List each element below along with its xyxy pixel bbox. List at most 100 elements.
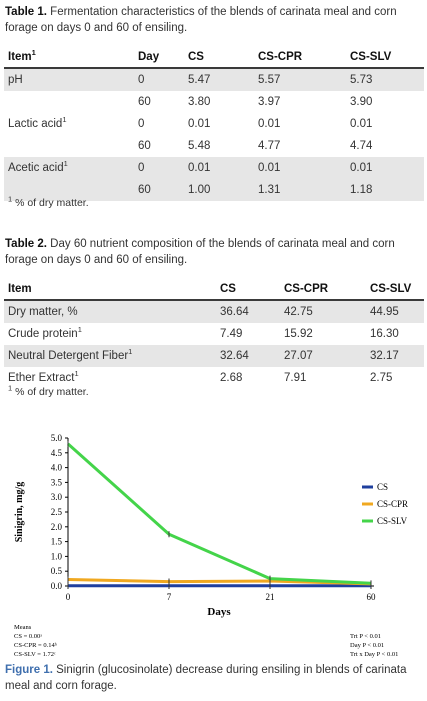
table-cell (4, 91, 134, 113)
table-row: 60 3.80 3.97 3.90 (4, 91, 424, 113)
legend-label: CS-SLV (377, 516, 408, 526)
table-row: Lactic acid1 0 0.01 0.01 0.01 (4, 113, 424, 135)
chart-note-left: CS = 0.00ᵃ (14, 633, 42, 640)
table1-header-item: Item1 (4, 46, 134, 69)
series-lines (67, 440, 372, 589)
table-cell: 36.64 (216, 300, 280, 323)
table-cell: 1.31 (254, 179, 346, 201)
table-row: pH 0 5.47 5.57 5.73 (4, 68, 424, 91)
table-cell: Acetic acid1 (4, 157, 134, 179)
x-tick-label: 7 (167, 592, 172, 602)
table2-caption-text: Day 60 nutrient composition of the blend… (5, 238, 395, 266)
table-cell (4, 135, 134, 157)
x-tick-label: 0 (66, 592, 71, 602)
table-row: Crude protein1 7.49 15.92 16.30 (4, 323, 424, 345)
table-cell: 5.57 (254, 68, 346, 91)
x-tick-label: 60 (367, 592, 377, 602)
table1-caption-text: Fermentation characteristics of the blen… (5, 6, 397, 34)
chart-note-right: Trt x Day P < 0.01 (350, 651, 398, 658)
x-ticks: 0 7 21 60 (66, 586, 376, 602)
table2-header-cs: CS (216, 278, 280, 301)
table-cell: Crude protein1 (8, 325, 82, 340)
table2-header-cs-slv: CS-SLV (366, 278, 424, 301)
table-row: 60 1.00 1.31 1.18 (4, 179, 424, 201)
table-cell: 5.47 (184, 68, 254, 91)
table-row: Ether Extract1 2.68 7.91 2.75 (4, 367, 424, 389)
table2: Item CS CS-CPR CS-SLV Dry matter, % 36.6… (4, 278, 424, 389)
chart-notes: Means CS = 0.00ᵃ CS-CPR = 0.14ᵇ CS-SLV = 1.… (14, 624, 398, 658)
sinigrin-chart: 0.0 0.5 1.0 1.5 2.0 2.5 3.0 3.5 4.0 4.5 5.0 0 7 21 60… (14, 433, 408, 658)
y-tick-label: 3.5 (51, 477, 63, 487)
table1: Item1 Day CS CS-CPR CS-SLV pH 0 5.47 5.5… (4, 46, 424, 201)
x-tick-label: 21 (266, 592, 275, 602)
table2-header-cs-cpr: CS-CPR (280, 278, 366, 301)
table-cell: Dry matter, % (4, 300, 216, 323)
table-cell: 1.18 (346, 179, 424, 201)
y-tick-label: 4.0 (51, 463, 63, 473)
table-cell: 2.75 (370, 372, 393, 384)
legend-label: CS (377, 482, 388, 492)
series-line (67, 442, 372, 585)
table-row: Acetic acid1 0 0.01 0.01 0.01 (4, 157, 424, 179)
chart-note-right: Trt P < 0.01 (350, 633, 381, 640)
table-cell: 0.01 (184, 157, 254, 179)
table-cell: 15.92 (284, 328, 313, 340)
y-tick-label: 5.0 (51, 433, 63, 443)
table2-caption: Table 2. Day 60 nutrient composition of … (5, 236, 423, 268)
table-cell: Lactic acid1 (8, 115, 67, 130)
y-tick-label: 1.0 (51, 551, 63, 561)
table-cell: 7.91 (284, 372, 307, 384)
table-cell: 60 (138, 96, 151, 108)
chart-note-right: Day P < 0.01 (350, 642, 384, 649)
x-axis-label: Days (207, 606, 231, 618)
figure1-caption: Figure 1. Sinigrin (glucosinolate) decre… (5, 662, 423, 694)
y-tick-label: 0.5 (51, 566, 63, 576)
table1-footnote: 1 % of dry matter. (8, 194, 89, 209)
table-cell: 0.01 (346, 157, 424, 179)
table-cell: 3.97 (258, 96, 281, 108)
y-tick-label: 4.5 (51, 448, 63, 458)
table-cell: 4.74 (350, 140, 373, 152)
table-cell (4, 179, 134, 201)
table-row: Neutral Detergent Fiber1 32.64 27.07 32.… (4, 345, 424, 367)
table-cell: pH (4, 68, 134, 91)
table-cell: 4.77 (258, 140, 281, 152)
y-tick-label: 2.0 (51, 522, 63, 532)
table-cell: 2.68 (220, 372, 243, 384)
table-cell: 5.48 (188, 140, 211, 152)
figure1-label: Figure 1. (5, 664, 53, 676)
table2-label: Table 2. (5, 238, 47, 250)
table-cell: 0.01 (350, 118, 373, 130)
chart-legend: CS CS-CPR CS-SLV (362, 482, 408, 526)
table-cell: 5.73 (346, 68, 424, 91)
table1-header-row: Item1 Day CS CS-CPR CS-SLV (4, 46, 424, 69)
table-cell: 0 (134, 68, 184, 91)
y-tick-label: 0.0 (51, 581, 63, 591)
chart-note-left: CS-SLV = 1.72ᶜ (14, 651, 56, 658)
table-cell: 3.80 (188, 96, 211, 108)
table1-header-cs-slv: CS-SLV (346, 46, 424, 69)
table-cell: 32.64 (216, 345, 280, 367)
y-ticks: 0.0 0.5 1.0 1.5 2.0 2.5 3.0 3.5 4.0 4.5 5.0 (51, 433, 68, 591)
table-cell: 0 (134, 157, 184, 179)
y-tick-label: 2.5 (51, 507, 63, 517)
table1-header-day: Day (134, 46, 184, 69)
table2-header-row: Item CS CS-CPR CS-SLV (4, 278, 424, 301)
table-cell: 1.00 (184, 179, 254, 201)
table-cell: 0.01 (258, 118, 281, 130)
table-cell: 44.95 (366, 300, 424, 323)
table1-caption: Table 1. Fermentation characteristics of… (5, 4, 423, 36)
table-cell: 42.75 (280, 300, 366, 323)
y-tick-label: 3.0 (51, 492, 63, 502)
table2-footnote: 1 % of dry matter. (8, 383, 89, 398)
y-tick-label: 1.5 (51, 537, 63, 547)
table1-label: Table 1. (5, 6, 47, 18)
table1-header-cs-cpr: CS-CPR (254, 46, 346, 69)
table-cell: 0 (138, 118, 145, 130)
table-cell: 0.01 (188, 118, 211, 130)
chart-note-left: CS-CPR = 0.14ᵇ (14, 642, 57, 649)
table-row: 60 5.48 4.77 4.74 (4, 135, 424, 157)
table-cell: 7.49 (220, 328, 243, 340)
table1-header-cs: CS (184, 46, 254, 69)
y-axis-label: Sinigrin, mg/g (14, 482, 25, 543)
